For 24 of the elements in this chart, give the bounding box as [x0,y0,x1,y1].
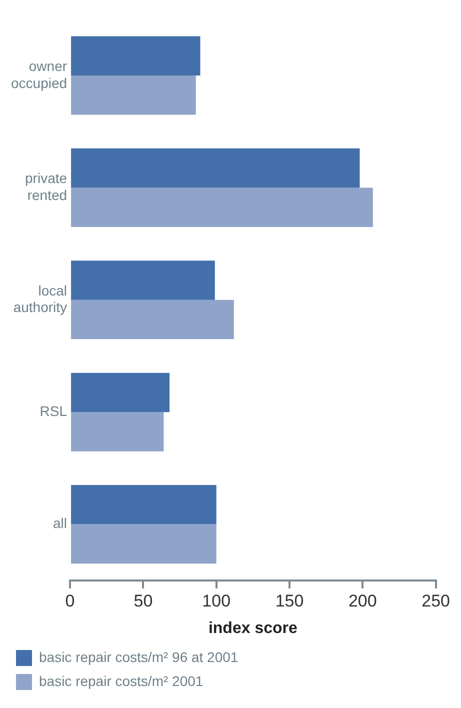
x-tick-label: 200 [348,591,377,610]
bar [71,524,216,564]
y-tick-label: owner occupied [10,58,68,91]
x-tick-label: 250 [422,591,450,610]
y-tick-label: local authority [13,282,68,316]
bar [71,188,373,227]
bar [71,260,215,300]
bar [71,36,200,76]
bar [71,485,216,524]
x-axis-title: index score [208,620,298,637]
x-tick-label: 0 [65,591,75,610]
legend-label: basic repair costs/m² 96 at 2001 [39,648,238,665]
legend-label: basic repair costs/m² 2001 [39,672,204,689]
bar [71,148,360,188]
y-tick-label: RSL [40,402,68,419]
y-tick-label: private rented [25,170,68,203]
bar [71,372,170,412]
x-tick-label: 100 [202,591,231,610]
x-tick-label: 50 [134,591,153,610]
bar [71,412,164,452]
bar [71,76,196,115]
y-tick-label: all [53,515,68,532]
bar [71,300,234,340]
x-tick-label: 150 [275,591,304,610]
